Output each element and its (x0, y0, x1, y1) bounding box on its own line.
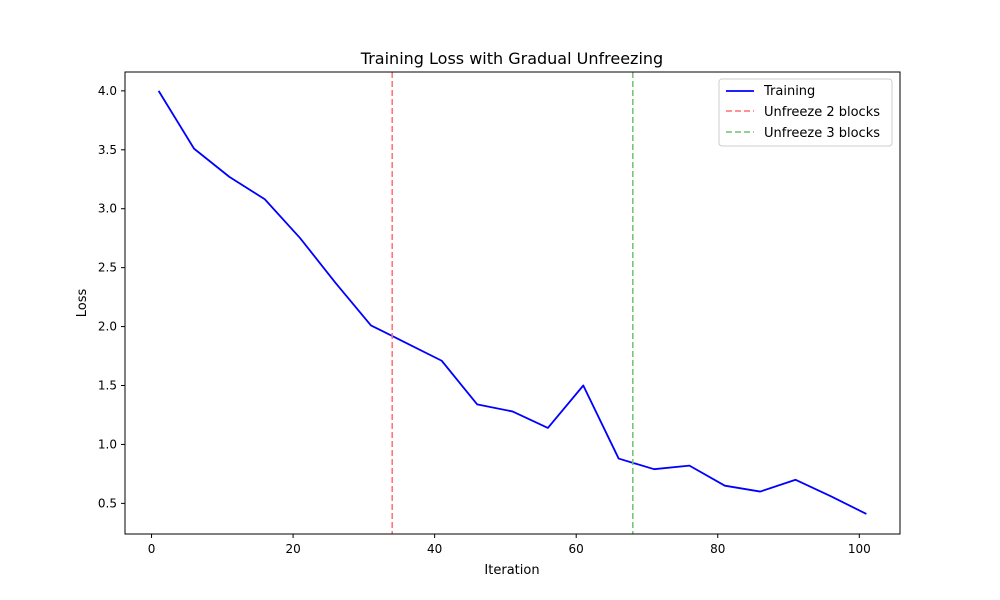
legend-box (718, 78, 893, 147)
legend-label-unfreeze-2: Unfreeze 2 blocks (764, 105, 880, 120)
y-tick-label: 3.5 (98, 143, 117, 157)
legend-label-unfreeze-3: Unfreeze 3 blocks (764, 126, 880, 141)
y-tick-label: 2.0 (98, 320, 117, 334)
y-tick-label: 1.0 (98, 437, 117, 451)
legend-label-training: Training (763, 84, 815, 99)
y-axis-ticks: 0.5 1.0 1.5 2.0 2.5 3.0 3.5 4.0 (98, 84, 125, 510)
chart-title: Training Loss with Gradual Unfreezing (360, 49, 663, 68)
plot-frame (124, 71, 901, 535)
plot-area (157, 72, 867, 534)
y-axis-label: Loss (75, 289, 90, 318)
x-tick-label: 20 (285, 542, 300, 556)
x-tick-label: 100 (848, 542, 871, 556)
y-tick-label: 1.5 (98, 379, 117, 393)
x-axis-ticks: 0 20 40 60 80 100 (148, 534, 871, 556)
x-tick-label: 80 (710, 542, 725, 556)
x-axis-label: Iteration (484, 563, 539, 578)
y-tick-label: 4.0 (98, 84, 117, 98)
y-tick-label: 3.0 (98, 202, 117, 216)
legend: Training Unfreeze 2 blocks Unfreeze 3 bl… (718, 78, 893, 147)
x-tick-label: 40 (427, 542, 442, 556)
y-tick-label: 2.5 (98, 261, 117, 275)
y-tick-label: 0.5 (98, 496, 117, 510)
x-tick-label: 60 (569, 542, 584, 556)
x-tick-label: 0 (148, 542, 156, 556)
series-line-training (157, 90, 867, 515)
